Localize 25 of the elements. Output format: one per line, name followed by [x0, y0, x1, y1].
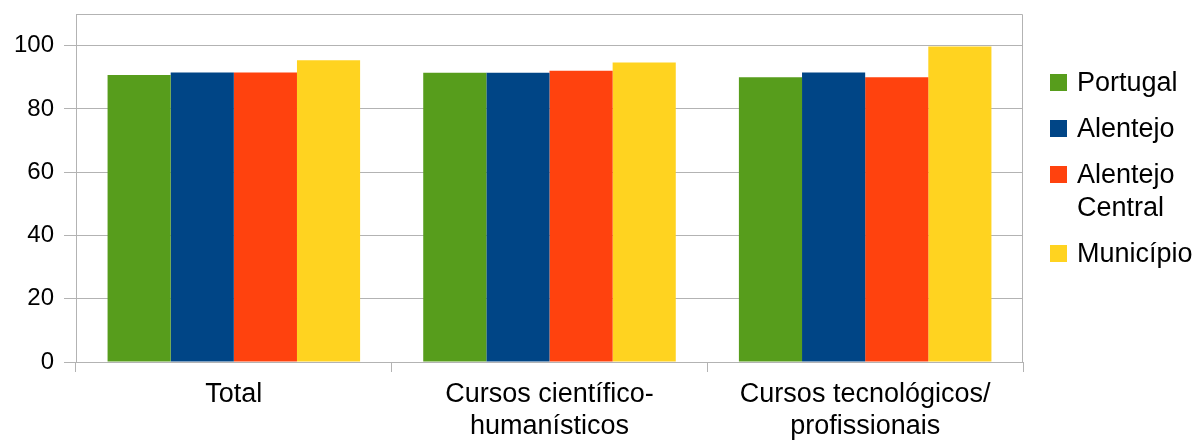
- y-tick-label: 40: [27, 220, 54, 248]
- bar: [170, 72, 234, 362]
- bar: [802, 72, 866, 362]
- bar: [233, 72, 297, 362]
- bar: [107, 75, 171, 362]
- y-tick-label: 0: [40, 346, 54, 374]
- legend-label: Alentejo: [1077, 112, 1175, 145]
- bar: [865, 77, 929, 362]
- bar: [928, 46, 992, 362]
- y-tick-label: 60: [27, 156, 54, 184]
- x-tick-label: Total: [205, 377, 263, 408]
- x-tick-label: Cursos tecnológicos/profissionais: [739, 377, 991, 441]
- x-tick-label: Cursos científico-humanísticos: [445, 377, 654, 441]
- bar: [549, 70, 613, 362]
- bar: [486, 72, 550, 362]
- bar: [423, 72, 487, 362]
- legend-label: Município: [1077, 237, 1193, 270]
- y-tick-label: 100: [13, 30, 54, 58]
- bar: [738, 77, 803, 362]
- y-tick-label: 80: [27, 93, 54, 121]
- y-tick-label: 20: [27, 283, 54, 311]
- legend-label: Alentejo Central: [1077, 158, 1176, 224]
- bar: [296, 60, 361, 362]
- bar: [612, 62, 676, 362]
- legend-label: Portugal: [1077, 66, 1178, 99]
